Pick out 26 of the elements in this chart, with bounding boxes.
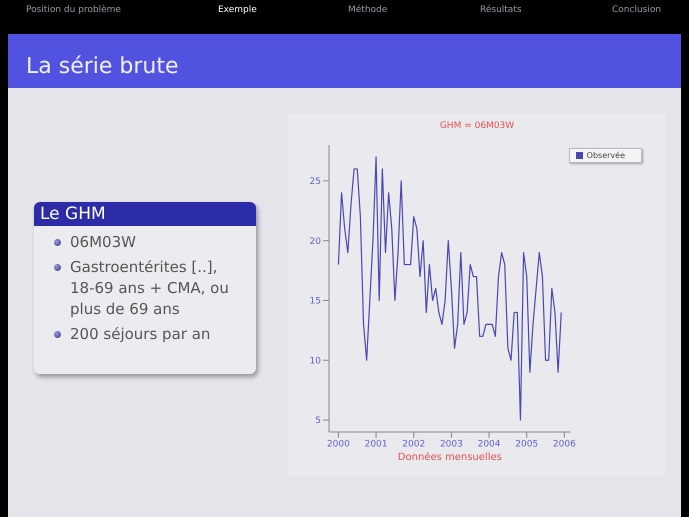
x-tick-label: 2001 bbox=[364, 439, 388, 450]
y-tick-label: 5 bbox=[315, 416, 321, 426]
chart-title: GHM = 06M03W bbox=[438, 121, 516, 131]
text: Le GHM bbox=[34, 202, 256, 226]
y-tick-label: 20 bbox=[310, 236, 322, 247]
text: La série brute bbox=[26, 54, 179, 79]
line-series bbox=[338, 156, 562, 421]
x-tick-label: 2006 bbox=[552, 439, 576, 450]
text: Gastroentérites [..], 18-69 ans + CMA, ou plus de 69 ans bbox=[70, 257, 230, 320]
x-tick-label: 2003 bbox=[440, 439, 463, 450]
text: Exemple bbox=[218, 5, 257, 15]
x-tick-label: 2002 bbox=[402, 439, 426, 450]
text: 06M03W bbox=[70, 232, 137, 253]
x-axis-title: Données mensuelles bbox=[398, 452, 502, 463]
text: Résultats bbox=[480, 5, 522, 15]
text: Méthode bbox=[348, 5, 388, 15]
text: Position du problème bbox=[26, 5, 121, 15]
x-tick-label: 2004 bbox=[478, 439, 501, 450]
x-tick-label: 2000 bbox=[326, 439, 350, 450]
legend-label: Observée bbox=[586, 151, 625, 160]
text: Conclusion bbox=[612, 5, 662, 15]
y-tick-label: 15 bbox=[310, 296, 321, 307]
text: 200 séjours par an bbox=[70, 324, 212, 345]
y-tick-label: 10 bbox=[310, 356, 322, 366]
y-tick-label: 25 bbox=[310, 177, 321, 188]
x-tick-label: 2005 bbox=[515, 439, 538, 450]
